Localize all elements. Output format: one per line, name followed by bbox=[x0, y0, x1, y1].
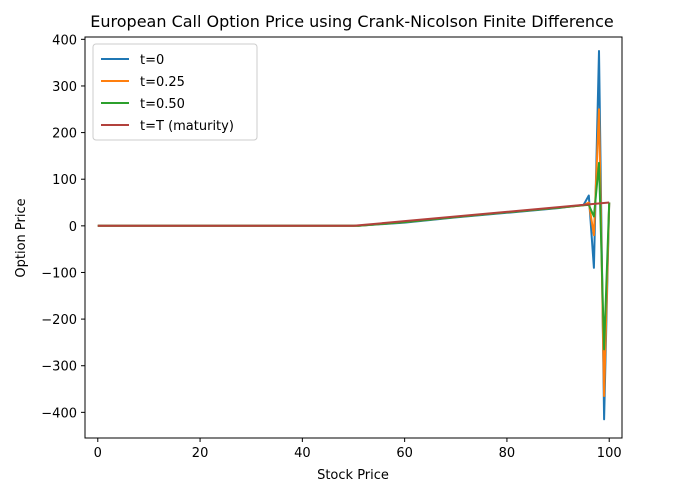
legend-label-2: t=0.50 bbox=[140, 97, 185, 112]
y-axis-label: Option Price bbox=[14, 198, 29, 277]
chart-title: European Call Option Price using Crank-N… bbox=[90, 12, 613, 31]
y-tick-label: 400 bbox=[52, 33, 77, 48]
y-tick-label: 100 bbox=[52, 173, 77, 188]
legend: t=0 t=0.25 t=0.50 t=T (maturity) bbox=[92, 43, 258, 141]
y-tick-label: 200 bbox=[52, 127, 77, 142]
x-tick-label: 40 bbox=[294, 446, 311, 461]
y-tick-label: −200 bbox=[41, 313, 77, 328]
legend-label-3: t=T (maturity) bbox=[140, 119, 234, 134]
y-tick-label: 0 bbox=[69, 220, 77, 235]
y-tick-label: −400 bbox=[41, 406, 77, 421]
x-tick-label: 60 bbox=[396, 446, 413, 461]
x-tick-label: 0 bbox=[94, 446, 102, 461]
x-axis-label: Stock Price bbox=[317, 468, 389, 483]
legend-box bbox=[92, 43, 258, 141]
plot-area bbox=[97, 50, 611, 421]
axes-frame bbox=[84, 36, 623, 439]
y-tick-label: 300 bbox=[52, 80, 77, 95]
x-tick-label: 80 bbox=[499, 446, 516, 461]
legend-label-0: t=0 bbox=[140, 53, 164, 68]
y-tick-label: −100 bbox=[41, 266, 77, 281]
series-line-3 bbox=[97, 201, 610, 227]
legend-label-1: t=0.25 bbox=[140, 75, 185, 90]
x-tick-label: 100 bbox=[597, 446, 622, 461]
axes: 0 20 40 60 80 100 400 300 200 100 0 −100 −200 −300 −40… bbox=[41, 33, 623, 461]
y-tick-label: −300 bbox=[41, 360, 77, 375]
x-tick-label: 20 bbox=[192, 446, 209, 461]
